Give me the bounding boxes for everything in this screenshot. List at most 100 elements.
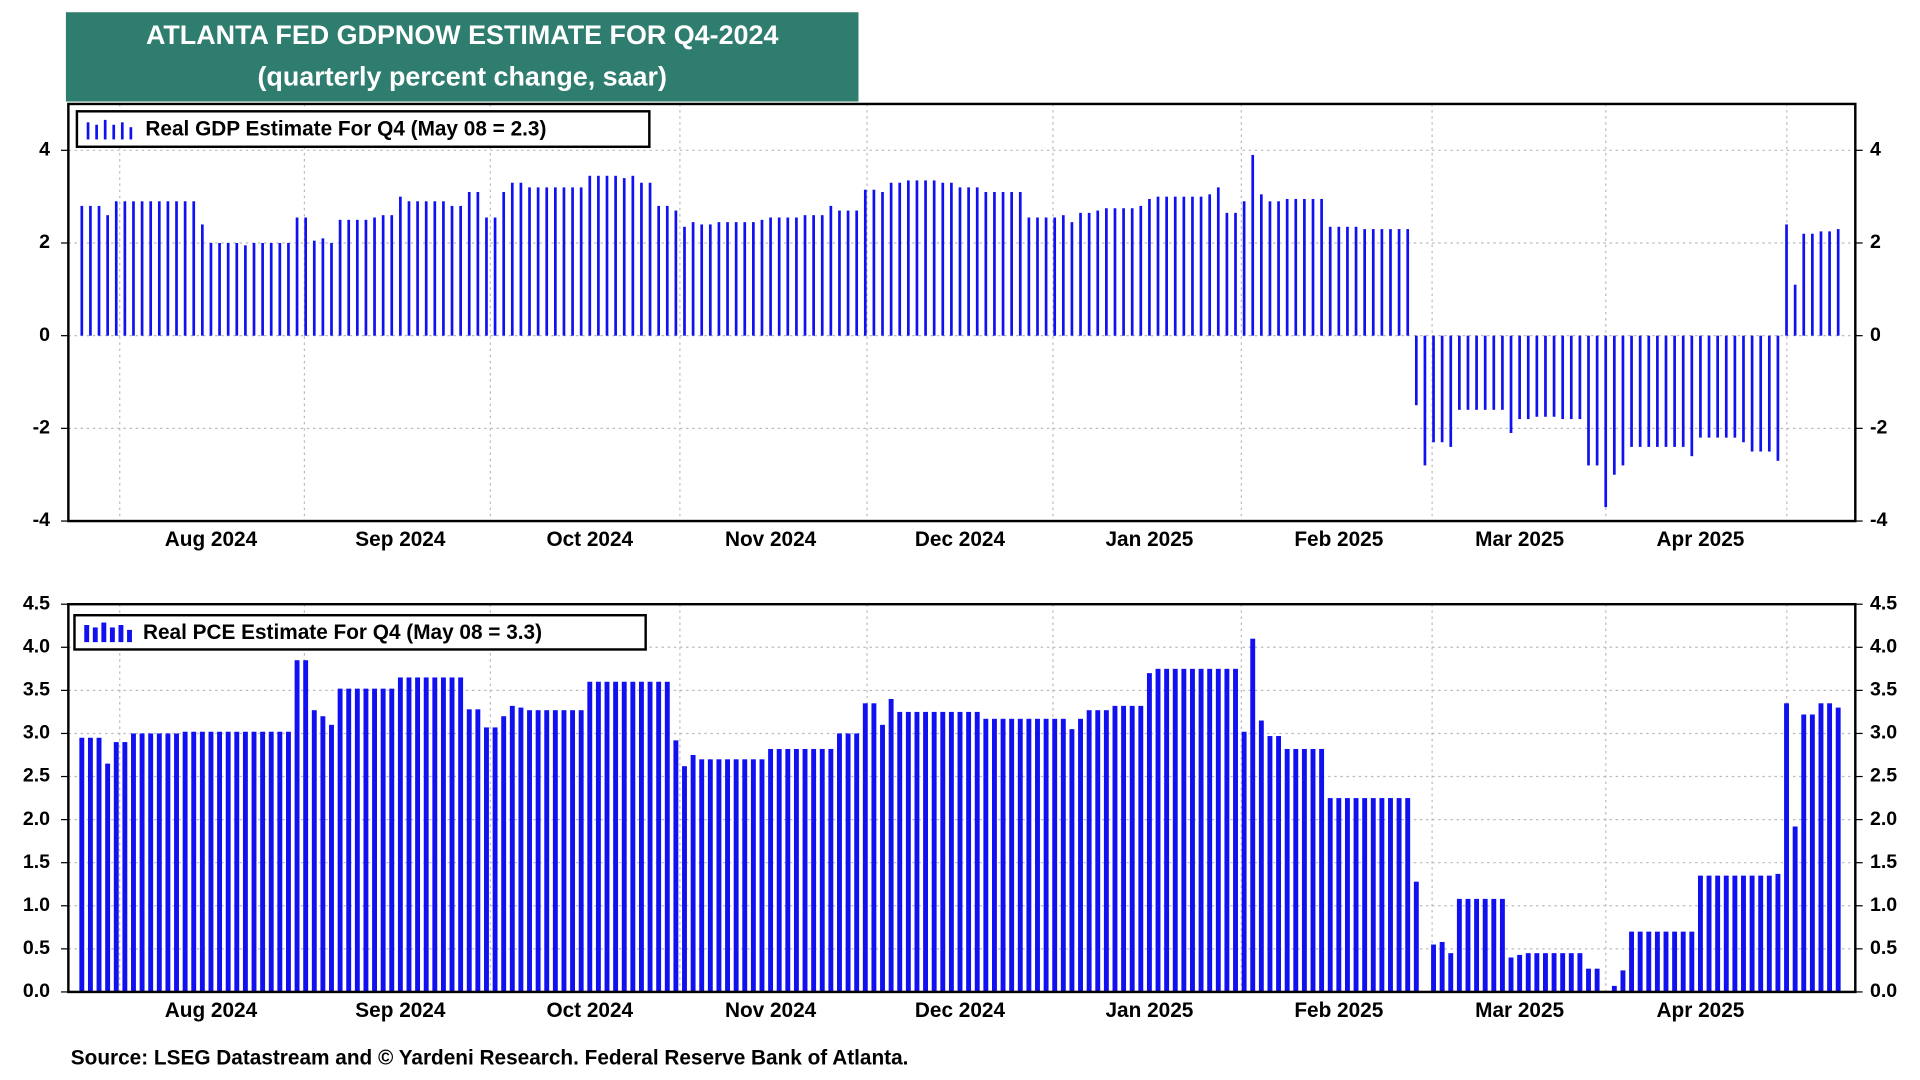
bar [700, 224, 704, 336]
bar [1353, 798, 1359, 992]
y-tick-label: 3.0 [23, 722, 50, 744]
bar [1267, 736, 1273, 992]
bar [364, 219, 368, 336]
bar [1293, 748, 1299, 992]
bar [1440, 335, 1444, 443]
bar [1001, 192, 1005, 336]
bar [97, 205, 101, 336]
bar [1156, 196, 1160, 336]
bar [415, 677, 421, 992]
bar [1758, 875, 1764, 992]
bar [407, 201, 411, 336]
bar [502, 192, 506, 336]
bar [682, 766, 687, 992]
bar [320, 716, 326, 992]
bar [846, 210, 850, 336]
bar [260, 731, 266, 992]
bar [1432, 335, 1435, 443]
bar [1010, 192, 1014, 336]
bar [1052, 718, 1058, 992]
bar [459, 205, 462, 336]
bar [726, 222, 729, 336]
bar [476, 192, 480, 336]
bar [294, 660, 300, 992]
bar [225, 731, 231, 992]
bar [1612, 335, 1616, 475]
bar [1482, 898, 1488, 992]
y-tick-label: 0 [39, 324, 50, 346]
bar [950, 182, 953, 336]
bar [218, 242, 221, 336]
bar [1215, 668, 1221, 992]
legend-swatch [118, 625, 124, 643]
bar [1268, 201, 1272, 336]
bar [165, 733, 171, 992]
y-tick-label: 1.5 [23, 851, 50, 873]
bar [948, 711, 954, 992]
legend-label: Real GDP Estimate For Q4 (May 08 = 2.3) [145, 118, 546, 141]
bar [1086, 710, 1092, 992]
bar [1551, 953, 1557, 992]
bar [793, 748, 799, 992]
bar [1742, 335, 1745, 443]
y2-tick-label: 4 [1870, 138, 1881, 160]
bar [1070, 222, 1074, 336]
y-tick-label: 4.5 [23, 592, 50, 614]
bar [1827, 703, 1833, 992]
bar [683, 226, 686, 336]
bar [786, 217, 790, 336]
bar [845, 733, 851, 992]
legend-swatch [127, 629, 132, 643]
bar [1087, 212, 1091, 336]
bar [570, 710, 576, 992]
x-tick-label: Apr 2025 [1657, 528, 1745, 551]
bar [1526, 335, 1530, 420]
bar [242, 731, 248, 992]
bar [1155, 668, 1161, 992]
bar [1544, 335, 1547, 417]
bar [501, 716, 507, 992]
bar [1285, 198, 1289, 336]
bar [277, 731, 283, 992]
bar [1026, 718, 1032, 992]
bar [1310, 748, 1316, 992]
bar [1027, 217, 1031, 336]
bar [638, 681, 644, 992]
x-tick-label: Oct 2024 [546, 528, 633, 551]
bar [923, 711, 929, 992]
bar [106, 215, 109, 336]
bar [1759, 335, 1763, 452]
legend-box [73, 613, 647, 651]
y2-tick-label: 3.5 [1870, 679, 1897, 701]
bar [1328, 226, 1332, 336]
bar [1105, 208, 1108, 336]
bar [278, 242, 282, 336]
bar [983, 718, 989, 992]
bar [1069, 729, 1075, 992]
bar [1775, 873, 1781, 992]
bar [802, 748, 808, 992]
bar [1629, 931, 1635, 992]
bar [819, 748, 825, 992]
bar [1534, 953, 1540, 992]
bar [1258, 720, 1264, 992]
bar [528, 187, 531, 336]
bar [1535, 335, 1539, 417]
y-tick-label: 2.5 [23, 765, 50, 787]
x-tick-label: Dec 2024 [915, 528, 1006, 551]
bar [1190, 668, 1195, 992]
bar [725, 759, 730, 992]
bar [449, 677, 455, 992]
y-tick-label: 2.0 [23, 808, 50, 830]
bar [346, 688, 352, 992]
bar [1673, 335, 1676, 447]
bar [562, 187, 566, 336]
bar [1242, 201, 1246, 336]
y2-tick-label: 1.0 [1870, 894, 1897, 916]
bar [552, 710, 558, 992]
bar [1199, 196, 1203, 336]
bar [1509, 335, 1513, 433]
bar [1388, 798, 1393, 992]
bar [588, 175, 592, 336]
bar [139, 733, 145, 992]
